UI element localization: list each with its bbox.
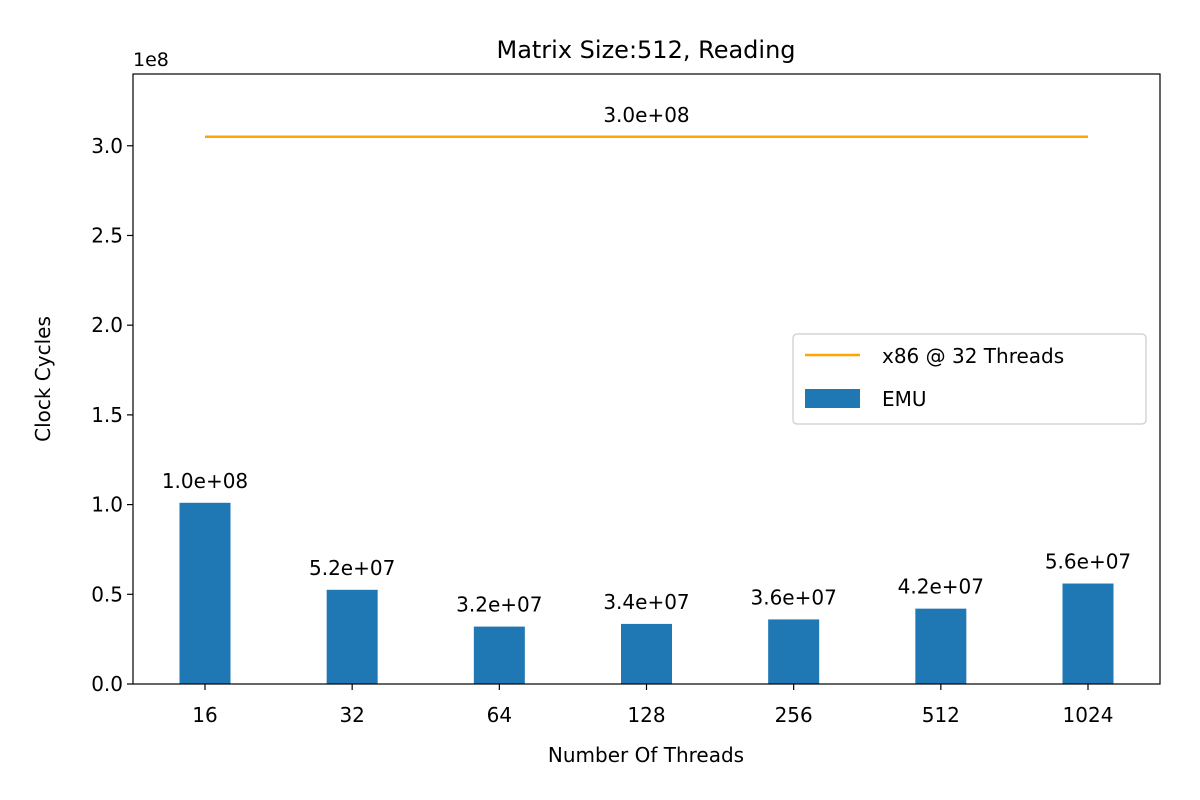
y-tick-label: 3.0: [91, 134, 123, 158]
x-tick-label: 16: [192, 703, 217, 727]
line-value-label: 3.0e+08: [603, 103, 689, 127]
legend: x86 @ 32 Threads EMU: [792, 333, 1147, 425]
bar-value-label-512: 4.2e+07: [898, 575, 984, 599]
y-tick-label: 2.5: [91, 223, 123, 247]
x-axis-label: Number Of Threads: [548, 743, 744, 767]
y-axis: 0.0 0.5 1.0 1.5 2.0 2.5 3.0: [91, 134, 133, 696]
y-tick-label: 2.0: [91, 313, 123, 337]
x-tick-label: 128: [627, 703, 665, 727]
legend-box: [792, 333, 1147, 425]
y-tick-label: 1.5: [91, 403, 123, 427]
bar-256: [768, 619, 820, 684]
y-tick-label: 1.0: [91, 493, 123, 517]
chart-title: Matrix Size:512, Reading: [496, 36, 795, 64]
bar-value-label-32: 5.2e+07: [309, 556, 395, 580]
x-tick-label: 512: [922, 703, 960, 727]
bar-64: [473, 626, 525, 684]
bar-32: [326, 589, 378, 684]
legend-swatch-emu: [805, 389, 860, 408]
bar-1024: [1062, 583, 1114, 684]
bar-value-label-64: 3.2e+07: [456, 593, 542, 617]
y-axis-label: Clock Cycles: [31, 316, 55, 442]
bar-value-label-16: 1.0e+08: [162, 469, 248, 493]
x-tick-label: 1024: [1063, 703, 1114, 727]
y-offset-label: 1e8: [133, 49, 169, 71]
bar-512: [915, 608, 967, 684]
x-tick-label: 32: [339, 703, 364, 727]
x-axis: 16 32 64 128 256 512 1024: [192, 684, 1113, 727]
bar-value-label-1024: 5.6e+07: [1045, 550, 1131, 574]
bar-128: [621, 623, 672, 684]
bar-16: [179, 502, 231, 684]
bar-value-label-128: 3.4e+07: [603, 590, 689, 614]
plot-area: 1.0e+08 5.2e+07 3.2e+07 3.4e+07 3.6e+07 4.2e+…: [162, 103, 1131, 684]
bar-value-label-256: 3.6e+07: [751, 585, 837, 609]
y-tick-label: 0.0: [91, 672, 123, 696]
legend-label-x86: x86 @ 32 Threads: [882, 344, 1064, 368]
y-tick-label: 0.5: [91, 582, 123, 606]
x-tick-label: 256: [775, 703, 813, 727]
legend-label-emu: EMU: [882, 387, 927, 411]
x-tick-label: 64: [487, 703, 512, 727]
